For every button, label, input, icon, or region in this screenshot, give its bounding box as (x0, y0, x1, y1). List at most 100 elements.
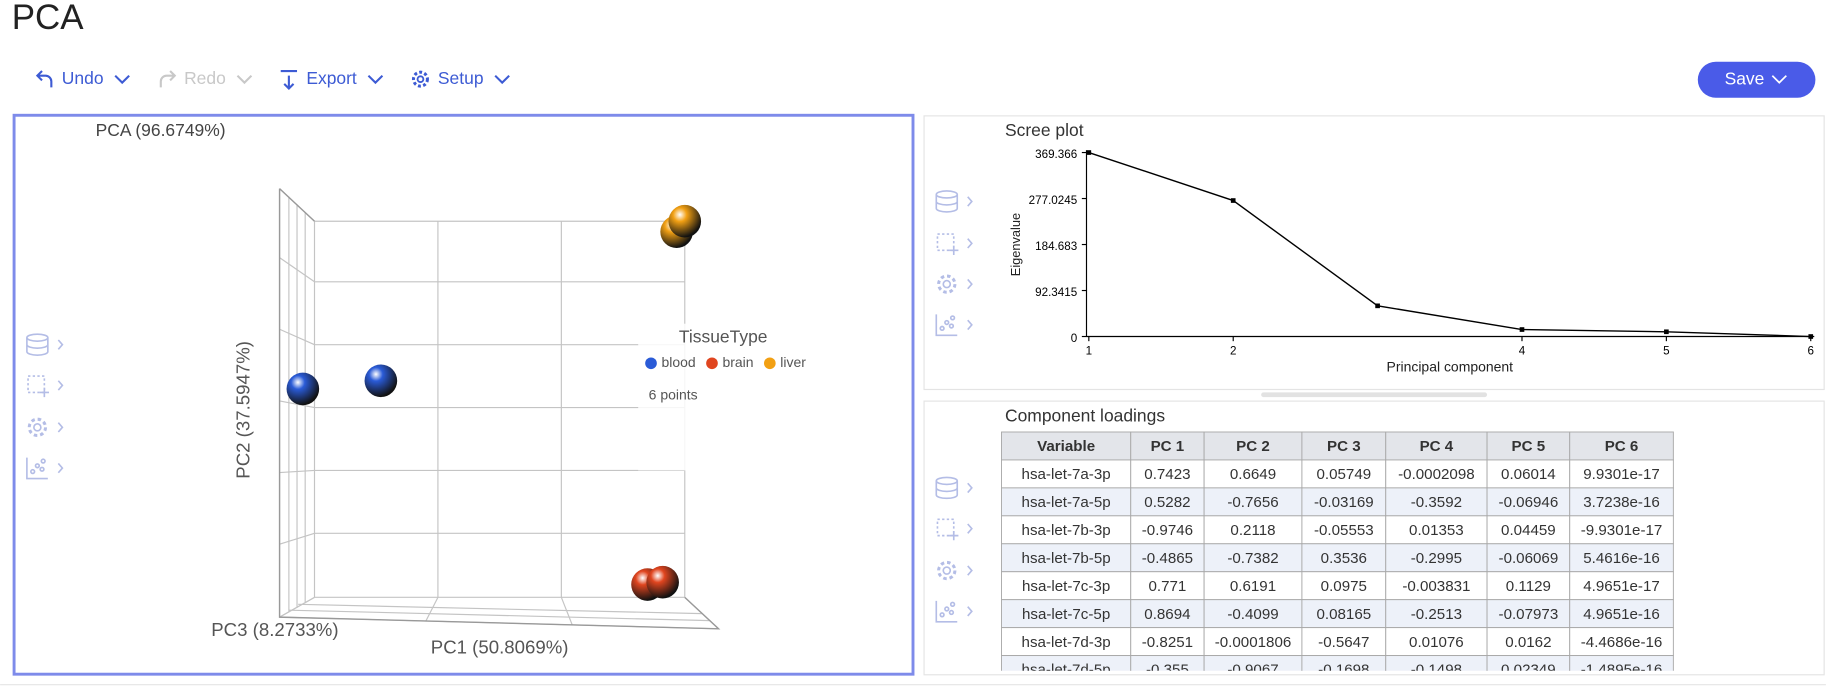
cell-text: 0.02349 (1501, 662, 1556, 679)
cell-text: 0.6649 (1230, 466, 1276, 483)
cell-text: -9.9301e-17 (1581, 522, 1663, 539)
cell-text: 0.6191 (1230, 578, 1276, 595)
table-cell (1486, 543, 1571, 573)
export-button[interactable]: Export (280, 68, 357, 90)
cell-text: -0.1698 (1318, 662, 1369, 679)
selection-icon[interactable] (936, 233, 973, 256)
y-axis-label: PC2 (37.5947%) (233, 341, 254, 479)
cell-text: 0.04459 (1501, 522, 1556, 539)
chevron-icon (967, 278, 973, 290)
pca-panel[interactable] (12, 113, 915, 676)
data-point (286, 372, 320, 406)
plot-icon[interactable] (935, 600, 973, 623)
y-tick-label: 92.3415 (1035, 286, 1077, 299)
chevron-icon (967, 238, 973, 249)
table-cell (1486, 515, 1571, 545)
chevron-icon (967, 482, 973, 494)
x-tick-label: 6 (1808, 345, 1814, 358)
cell-text: 0.1129 (1506, 578, 1551, 595)
x-tick-label: 5 (1663, 345, 1669, 358)
cell-text: -0.03169 (1314, 494, 1374, 511)
plot-icon[interactable] (26, 457, 64, 480)
icon (942, 279, 952, 289)
selection-icon[interactable] (936, 518, 973, 541)
table-cell (1001, 571, 1132, 601)
settings-icon[interactable] (937, 274, 973, 294)
icon (39, 466, 45, 472)
cell-text: 0.0162 (1505, 634, 1551, 651)
table-cell (1001, 627, 1132, 657)
cell-text: -4.4686e-16 (1581, 634, 1663, 651)
cell-text: -0.5647 (1318, 634, 1369, 651)
selection-icon[interactable] (27, 375, 64, 398)
data-icon[interactable] (26, 333, 64, 356)
data-icon[interactable] (935, 476, 973, 500)
save-button[interactable]: Save (1697, 61, 1816, 98)
table-cell (1569, 599, 1674, 629)
chevron-icon (57, 422, 64, 433)
icon (33, 423, 42, 432)
table-cell (1385, 627, 1488, 657)
icon (40, 458, 46, 464)
icon (26, 337, 49, 356)
table-cell (1301, 627, 1387, 657)
chevron-icon (494, 74, 510, 85)
table-cell (1385, 459, 1488, 489)
redo-label: Redo (184, 68, 226, 88)
icon (35, 70, 53, 88)
splitter[interactable] (1261, 392, 1488, 398)
legend-label: brain (722, 354, 753, 370)
icon (937, 560, 957, 581)
data-icon[interactable] (935, 190, 973, 213)
redo-button: Redo (159, 68, 226, 88)
loadings-title: Component loadings (1005, 405, 1165, 425)
setup-button[interactable]: Setup (411, 68, 484, 88)
cell-text: 0.8694 (1144, 606, 1190, 623)
wire-line (279, 596, 315, 618)
plot-icon[interactable] (935, 314, 973, 337)
cell-text: hsa-let-7c-5p (1022, 606, 1110, 623)
table-cell (1130, 543, 1205, 573)
settings-icon[interactable] (27, 417, 64, 438)
cell-text: -0.0001806 (1215, 634, 1292, 651)
icon (939, 325, 945, 332)
icon (949, 315, 956, 321)
table-cell (1569, 543, 1674, 573)
undo-button[interactable]: Undo (35, 68, 104, 88)
cell-text: hsa-let-7d-5p (1022, 662, 1111, 679)
column-header: Variable (1037, 438, 1095, 455)
cell-text: -0.07973 (1499, 606, 1559, 623)
icon (936, 518, 955, 537)
icon (27, 417, 48, 438)
column-header: PC 2 (1236, 438, 1270, 455)
scree-point (1808, 334, 1814, 339)
icon (949, 530, 959, 541)
table-cell (1569, 655, 1674, 671)
legend-label: liver (780, 354, 806, 370)
z-axis-label: PC3 (8.2733%) (211, 619, 338, 640)
cell-text: -0.003831 (1402, 578, 1470, 595)
table-cell (1130, 459, 1205, 489)
table-cell (1130, 487, 1205, 517)
icon (39, 387, 50, 398)
settings-icon[interactable] (937, 560, 973, 581)
table-cell (1569, 571, 1674, 601)
point-count: 6 points (649, 387, 698, 403)
chevron-icon (967, 196, 973, 207)
icon (949, 245, 959, 256)
scree-panel[interactable] (923, 115, 1825, 391)
table-cell (1001, 515, 1132, 545)
chevron-icon (114, 74, 130, 85)
legend-title: TissueType (679, 326, 768, 346)
icon (949, 601, 956, 608)
table-cell (1486, 459, 1571, 489)
cell-text: 4.9651e-17 (1583, 578, 1660, 595)
setup-label: Setup (438, 68, 484, 88)
icon (939, 612, 945, 618)
cell-text: hsa-let-7c-3p (1022, 578, 1110, 595)
cell-text: -1.4895e-16 (1581, 662, 1663, 679)
wire-line (288, 609, 711, 622)
chevron-icon (57, 462, 64, 474)
